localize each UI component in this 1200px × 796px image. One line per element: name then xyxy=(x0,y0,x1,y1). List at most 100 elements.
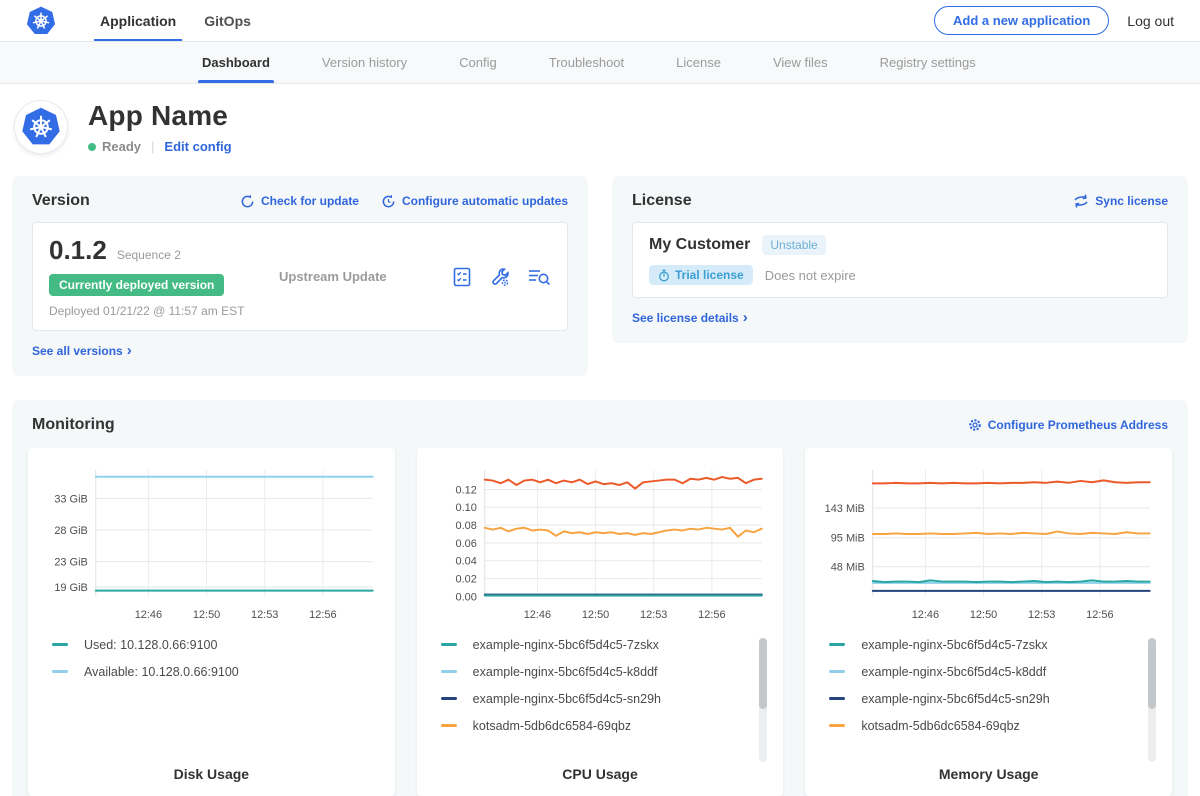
legend-color-dash xyxy=(829,670,846,673)
legend-item[interactable]: example-nginx-5bc6f5d4c5-sn29h xyxy=(440,691,770,706)
legend-color-dash xyxy=(440,643,457,646)
svg-text:48 MiB: 48 MiB xyxy=(831,561,865,573)
svg-text:0.02: 0.02 xyxy=(455,573,476,585)
update-type-label: Upstream Update xyxy=(279,269,387,284)
topnav-tab-application[interactable]: Application xyxy=(86,0,190,41)
tab-troubleshoot[interactable]: Troubleshoot xyxy=(523,42,650,83)
version-sequence: Sequence 2 xyxy=(116,248,181,262)
cpu-usage-chart: 0.00 0.02 0.04 0.06 0.08 0.10 0.12 12:46 12:50 12… xyxy=(455,469,763,621)
ready-status-dot xyxy=(88,142,96,151)
legend-label: Used: 10.128.0.66:9100 xyxy=(84,637,218,652)
sync-license-link[interactable]: Sync license xyxy=(1073,194,1168,208)
version-number: 0.1.2 xyxy=(49,235,107,265)
version-card-title: Version xyxy=(32,192,90,209)
svg-text:33 GiB: 33 GiB xyxy=(54,493,87,505)
legend-item[interactable]: kotsadm-5db6dc6584-69qbz xyxy=(829,719,1158,733)
logout-link[interactable]: Log out xyxy=(1127,12,1174,29)
legend-label: example-nginx-5bc6f5d4c5-sn29h xyxy=(472,691,661,706)
legend-item[interactable]: kotsadm-5db6dc6584-69qbz xyxy=(440,718,770,733)
svg-text:12:50: 12:50 xyxy=(582,609,609,621)
gear-icon xyxy=(968,418,982,432)
legend-item[interactable]: example-nginx-5bc6f5d4c5-k8ddf xyxy=(440,664,770,679)
legend-label: kotsadm-5db6dc6584-69qbz xyxy=(472,718,632,733)
svg-text:12:46: 12:46 xyxy=(912,609,939,621)
configure-prometheus-label: Configure Prometheus Address xyxy=(987,417,1168,432)
check-for-update-label: Check for update xyxy=(260,194,359,208)
see-all-versions-link[interactable]: See all versions › xyxy=(32,343,132,358)
customer-name: My Customer xyxy=(649,236,751,253)
svg-text:0.12: 0.12 xyxy=(455,484,476,496)
chart-title: Memory Usage xyxy=(938,765,1039,782)
currently-deployed-badge: Currently deployed version xyxy=(49,274,225,296)
tab-label: Troubleshoot xyxy=(548,55,625,70)
license-card-title: License xyxy=(632,192,692,209)
divider: | xyxy=(151,139,155,154)
status-badge: Ready xyxy=(102,139,142,154)
tab-version-history[interactable]: Version history xyxy=(296,42,433,83)
legend-label: kotsadm-5db6dc6584-69qbz xyxy=(861,718,1020,733)
tab-label: Config xyxy=(459,55,497,70)
legend-item[interactable]: Available: 10.128.0.66:9100 xyxy=(52,665,381,679)
svg-text:12:56: 12:56 xyxy=(698,609,725,621)
legend-scrollbar[interactable] xyxy=(1148,637,1157,762)
trial-license-badge: Trial license xyxy=(649,265,753,285)
legend-scrollbar-thumb[interactable] xyxy=(1148,637,1157,710)
legend-label: Available: 10.128.0.66:9100 xyxy=(84,664,239,679)
svg-text:12:50: 12:50 xyxy=(970,609,997,621)
edit-config-link[interactable]: Edit config xyxy=(164,139,232,154)
svg-text:12:53: 12:53 xyxy=(1028,609,1055,621)
monitoring-title: Monitoring xyxy=(32,415,115,433)
legend-scrollbar-thumb[interactable] xyxy=(759,637,768,710)
tab-label: License xyxy=(676,55,721,70)
chart-title: CPU Usage xyxy=(562,765,638,782)
license-card: License Sync license My C xyxy=(612,176,1188,343)
disk-usage-chart: 19 GiB 23 GiB 28 GiB 33 GiB 12:46 12:50 12:53 1… xyxy=(54,469,374,621)
svg-text:23 GiB: 23 GiB xyxy=(54,556,87,568)
configure-prometheus-link[interactable]: Configure Prometheus Address xyxy=(968,418,1168,432)
legend-item[interactable]: example-nginx-5bc6f5d4c5-7zskx xyxy=(829,638,1158,652)
view-logs-icon[interactable] xyxy=(527,266,551,288)
tab-config[interactable]: Config xyxy=(433,42,523,83)
svg-text:12:46: 12:46 xyxy=(523,609,550,621)
chevron-right-icon: › xyxy=(126,342,132,359)
legend-item[interactable]: example-nginx-5bc6f5d4c5-7zskx xyxy=(440,638,770,652)
legend-color-dash xyxy=(440,724,457,727)
check-for-update-link[interactable]: Check for update xyxy=(240,194,359,209)
add-new-application-button[interactable]: Add a new application xyxy=(934,6,1110,35)
legend-item[interactable]: Used: 10.128.0.66:9100 xyxy=(52,638,381,652)
legend-color-dash xyxy=(829,724,846,727)
trial-license-label: Trial license xyxy=(675,268,744,282)
page-title: App Name xyxy=(88,100,229,131)
version-card: Version Check for update xyxy=(12,176,588,376)
cpu-usage-chart-card: 0.00 0.02 0.04 0.06 0.08 0.10 0.12 12:46 12:50 12… xyxy=(416,447,784,796)
legend-item[interactable]: example-nginx-5bc6f5d4c5-k8ddf xyxy=(829,665,1158,679)
chevron-right-icon: › xyxy=(742,309,748,326)
topnav-tab-label: GitOps xyxy=(204,12,251,29)
config-wrench-icon[interactable] xyxy=(489,266,511,288)
preflight-checks-icon[interactable] xyxy=(451,266,473,288)
tab-view-files[interactable]: View files xyxy=(747,42,854,83)
kubernetes-app-icon xyxy=(21,107,61,147)
legend-label: example-nginx-5bc6f5d4c5-7zskx xyxy=(861,637,1048,652)
legend-color-dash xyxy=(829,697,846,700)
svg-text:143 MiB: 143 MiB xyxy=(825,503,865,515)
app-header: App Name Ready | Edit config xyxy=(0,84,1200,168)
tab-registry-settings[interactable]: Registry settings xyxy=(854,42,1002,83)
topnav-tab-gitops[interactable]: GitOps xyxy=(190,0,265,41)
legend-scrollbar[interactable] xyxy=(759,637,768,762)
channel-badge: Unstable xyxy=(762,235,826,255)
legend-color-dash xyxy=(52,643,68,646)
svg-text:0.10: 0.10 xyxy=(455,502,476,514)
chart-title: Disk Usage xyxy=(173,765,250,782)
disk-usage-legend: Used: 10.128.0.66:9100 Available: 10.128.… xyxy=(42,638,381,766)
see-license-details-link[interactable]: See license details › xyxy=(632,310,748,325)
tab-dashboard[interactable]: Dashboard xyxy=(176,42,296,83)
monitoring-panel: Monitoring Configure Prometheus Address … xyxy=(12,399,1188,796)
configure-automatic-updates-link[interactable]: Configure automatic updates xyxy=(381,194,568,209)
sync-arrows-icon xyxy=(1073,194,1089,208)
tab-license[interactable]: License xyxy=(650,42,747,83)
legend-item[interactable]: example-nginx-5bc6f5d4c5-sn29h xyxy=(829,692,1158,706)
legend-label: example-nginx-5bc6f5d4c5-k8ddf xyxy=(472,664,658,679)
svg-text:95 MiB: 95 MiB xyxy=(831,532,865,544)
legend-label: example-nginx-5bc6f5d4c5-k8ddf xyxy=(861,664,1047,679)
